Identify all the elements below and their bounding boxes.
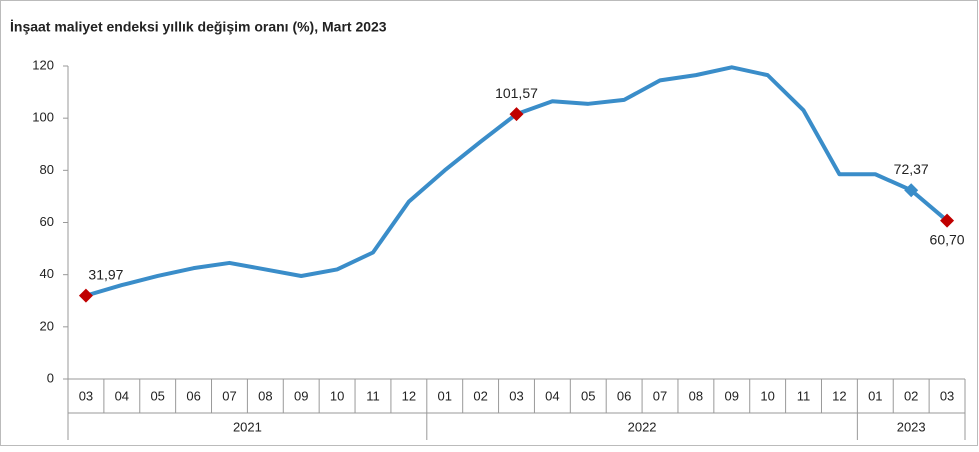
x-tick-label: 11 xyxy=(797,388,811,403)
x-tick-label: 09 xyxy=(725,388,739,403)
y-tick-label: 120 xyxy=(32,57,54,72)
x-tick-label: 08 xyxy=(258,388,272,403)
x-tick-label: 03 xyxy=(79,388,93,403)
point-marker xyxy=(904,183,919,198)
x-tick-label: 12 xyxy=(832,388,846,403)
group-label: 2022 xyxy=(628,419,657,434)
x-tick-label: 10 xyxy=(330,388,344,403)
point-marker xyxy=(940,213,955,228)
x-tick-label: 05 xyxy=(581,388,595,403)
x-tick-label: 05 xyxy=(150,388,164,403)
x-tick-label: 09 xyxy=(294,388,308,403)
x-tick-label: 02 xyxy=(473,388,487,403)
x-tick-label: 01 xyxy=(868,388,882,403)
group-label: 2023 xyxy=(897,419,926,434)
x-tick-label: 11 xyxy=(366,388,380,403)
x-tick-label: 04 xyxy=(545,388,559,403)
point-marker xyxy=(509,107,524,122)
x-tick-label: 12 xyxy=(402,388,416,403)
x-tick-label: 02 xyxy=(904,388,918,403)
x-tick-label: 06 xyxy=(186,388,200,403)
chart-title: İnşaat maliyet endeksi yıllık değişim or… xyxy=(10,19,387,35)
y-tick-label: 40 xyxy=(40,266,54,281)
group-label: 2021 xyxy=(233,419,262,434)
x-tick-label: 06 xyxy=(617,388,631,403)
data-label: 31,97 xyxy=(88,266,123,282)
x-tick-label: 10 xyxy=(760,388,774,403)
y-tick-label: 20 xyxy=(40,318,54,333)
x-tick-label: 04 xyxy=(115,388,129,403)
data-label: 101,57 xyxy=(495,85,538,101)
x-tick-label: 03 xyxy=(940,388,954,403)
x-tick-label: 08 xyxy=(689,388,703,403)
x-tick-label: 03 xyxy=(509,388,523,403)
y-tick-label: 80 xyxy=(40,162,54,177)
point-marker xyxy=(78,288,93,303)
y-tick-label: 0 xyxy=(47,370,54,385)
y-tick-label: 60 xyxy=(40,214,54,229)
data-label: 72,37 xyxy=(894,161,929,177)
y-tick-label: 100 xyxy=(32,110,54,125)
x-tick-label: 01 xyxy=(438,388,452,403)
x-tick-label: 07 xyxy=(222,388,236,403)
data-label: 60,70 xyxy=(930,231,965,247)
x-tick-label: 07 xyxy=(653,388,667,403)
